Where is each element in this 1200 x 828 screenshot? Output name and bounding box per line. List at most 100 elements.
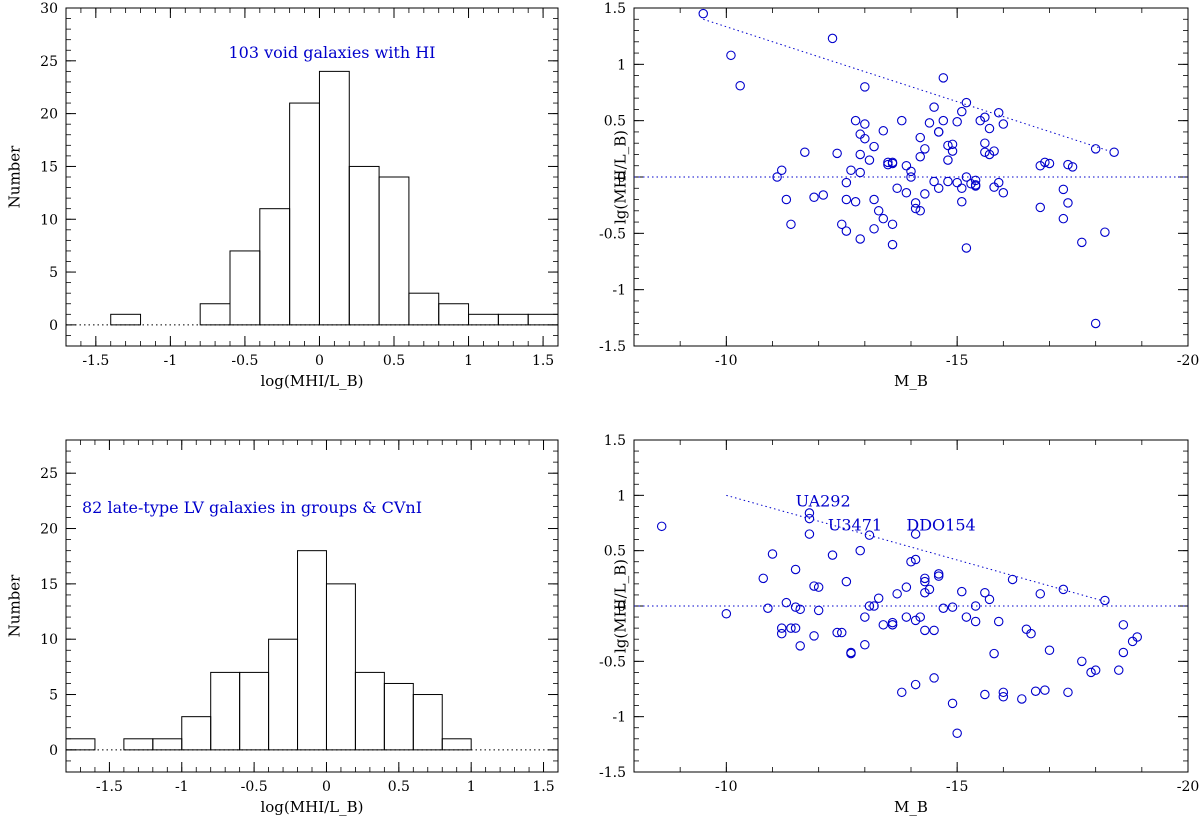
scatter-point — [809, 192, 819, 203]
plot-frame — [633, 7, 1189, 347]
panel-top-right-scatter: -10 -15 -20 -1.5 -1 -0.5 0 0.5 1 1.5 M_B lg(MHI/L_B… — [599, 1, 1199, 390]
x-tick-label: -15 — [946, 353, 969, 369]
scatter-point — [855, 545, 865, 556]
scatter-point — [989, 182, 999, 192]
scatter-point — [915, 132, 925, 143]
x-tick-label: -10 — [715, 353, 738, 369]
histogram-bar — [497, 313, 529, 326]
scatter-point — [961, 243, 972, 253]
scatter-point — [860, 119, 870, 129]
scatter-point — [952, 177, 962, 188]
scatter-point — [1044, 645, 1055, 656]
histogram-bar — [65, 738, 96, 751]
scatter-point — [1026, 628, 1036, 639]
scatter-point — [869, 224, 879, 234]
scatter-point — [887, 620, 898, 630]
scatter-point — [1035, 589, 1046, 599]
scatter-point — [952, 728, 962, 739]
scatter-point — [947, 698, 958, 709]
scatter-point — [781, 597, 792, 608]
scatter-point — [850, 115, 861, 126]
scatter-point — [920, 587, 930, 598]
scatter-point — [1109, 147, 1119, 157]
scatter-point — [920, 573, 930, 584]
scatter-point — [758, 573, 769, 584]
scatter-point — [901, 612, 912, 622]
scatter-point — [763, 603, 773, 613]
scatter-point — [961, 612, 972, 622]
histogram-bar — [110, 313, 142, 326]
x-tick-label: -20 — [1177, 353, 1200, 369]
scatter-point — [800, 147, 810, 157]
scatter-point — [813, 582, 824, 592]
panel-bottom-right-scatter: -10 -15 -20 -1.5 -1 -0.5 0 0.5 1 1.5 M_B lg(MHI/L_B… — [599, 433, 1199, 816]
scatter-point — [813, 605, 824, 616]
scatter-point — [809, 631, 819, 641]
scatter-point — [897, 115, 907, 126]
plot-frame — [65, 439, 559, 773]
histogram-bar — [181, 716, 212, 751]
scatter-point — [906, 172, 916, 182]
y-tick-label: 20 — [40, 107, 58, 123]
scatter-point — [1035, 202, 1046, 213]
y-tick-label: -0.5 — [599, 226, 626, 242]
scatter-point — [776, 628, 787, 639]
scatter-point — [883, 159, 893, 170]
plot-frame — [633, 439, 1189, 773]
histogram-bar — [354, 671, 385, 751]
scatter-point — [869, 194, 879, 205]
histogram-bar — [297, 550, 327, 751]
histogram-bar — [412, 694, 443, 751]
y-tick-label: 0.5 — [604, 544, 626, 560]
scatter-point — [781, 194, 792, 205]
scatter-point — [860, 133, 870, 144]
scatter-point — [795, 641, 805, 651]
scatter-point — [1114, 665, 1124, 675]
y-tick-label: -1 — [612, 710, 626, 726]
scatter-point — [1030, 686, 1041, 696]
x-tick-label: -0.5 — [231, 353, 258, 369]
scatter-point — [827, 33, 838, 44]
y-tick-label: -0.5 — [599, 654, 626, 670]
scatter-point — [897, 687, 907, 698]
scatter-point — [1132, 632, 1142, 642]
y-tick-label: 1.5 — [604, 1, 626, 17]
scatter-point — [970, 601, 981, 611]
scatter-point — [860, 639, 870, 650]
scatter-point — [809, 581, 819, 591]
scatter-point — [827, 550, 838, 560]
scatter-point — [970, 175, 981, 186]
y-tick-label: 10 — [40, 212, 58, 228]
x-tick-label: 1 — [464, 353, 473, 369]
y-tick-label: 20 — [40, 522, 58, 538]
scatter-point — [906, 556, 916, 567]
scatter-point — [938, 603, 949, 613]
scatter-point — [776, 623, 787, 633]
histogram-bar — [378, 176, 410, 326]
scatter-point — [998, 691, 1009, 702]
scatter-point — [993, 616, 1004, 627]
trend-line — [703, 18, 1110, 152]
scatter-point — [873, 206, 884, 216]
y-tick-label: 0 — [617, 599, 626, 615]
scatter-point — [915, 151, 925, 162]
scatter-point — [721, 608, 732, 619]
scatter-point — [887, 239, 898, 250]
scatter-point — [887, 219, 898, 230]
y-tick-label: 1.5 — [604, 433, 626, 449]
histogram-bar — [289, 102, 320, 326]
scatter-point — [804, 513, 815, 524]
scatter-point — [864, 530, 875, 540]
scatter-point — [878, 620, 889, 630]
scatter-point — [1063, 159, 1073, 170]
scatter-point — [786, 219, 796, 230]
scatter-point — [910, 615, 921, 626]
histogram-bar — [527, 313, 559, 326]
scatter-point — [1007, 574, 1018, 585]
x-tick-label: -1 — [164, 353, 178, 369]
point-label: U3471 — [828, 516, 882, 535]
scatter-point — [772, 172, 782, 182]
y-axis-label: Number — [5, 145, 23, 208]
scatter-point — [855, 167, 865, 178]
panel-annotation: 103 void galaxies with HI — [229, 43, 436, 62]
